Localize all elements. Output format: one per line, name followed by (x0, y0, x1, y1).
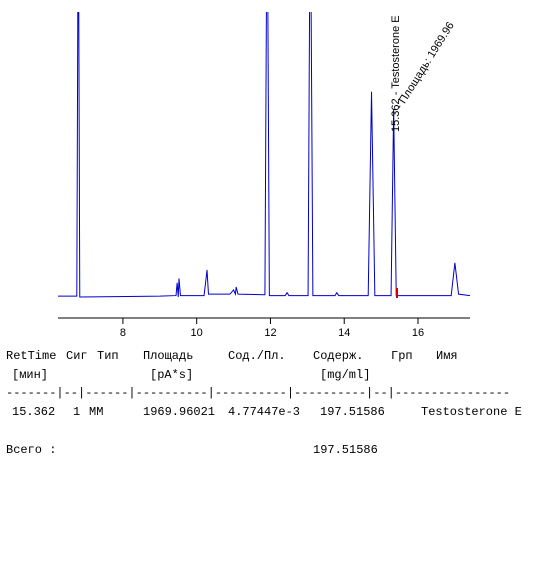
report: RetTime Сиг Тип Площадь Сод./Пл. Содерж. Грп Им… (6, 349, 522, 457)
column-header: RetTime (6, 349, 56, 363)
total-label: Всего : (6, 443, 56, 457)
signal-trace (58, 12, 471, 298)
column-header: Грп (391, 349, 413, 363)
column-unit: [мин] (12, 368, 48, 382)
column-header: Содерж. (313, 349, 363, 363)
cell: 15.362 (12, 405, 55, 419)
x-tick-label: 10 (191, 327, 203, 339)
column-unit: [pA*s] (150, 368, 193, 382)
x-tick-label: 14 (338, 327, 350, 339)
cell: 1 (73, 405, 80, 419)
cell: 4.77447e-3 (228, 405, 300, 419)
column-header: Имя (436, 349, 458, 363)
total-value: 197.51586 (313, 443, 378, 457)
separator: -------|--|------|----------|----------|… (6, 386, 510, 400)
column-header: Площадь (143, 349, 193, 363)
column-header: Тип (97, 349, 119, 363)
cell: 1969.96021 (143, 405, 215, 419)
cell: 197.51586 (320, 405, 385, 419)
plot (58, 12, 471, 298)
peak-label: 15.362 - Testosterone E (390, 15, 402, 132)
cell: MM (89, 405, 103, 419)
column-header: Сиг (66, 349, 88, 363)
column-unit: [mg/ml] (320, 368, 370, 382)
x-tick-label: 16 (412, 327, 424, 339)
x-tick-label: 8 (120, 327, 126, 339)
peak-marker (396, 288, 398, 298)
cell: Testosterone E (421, 405, 522, 419)
column-header: Сод./Пл. (228, 349, 286, 363)
x-tick-label: 12 (264, 327, 276, 339)
